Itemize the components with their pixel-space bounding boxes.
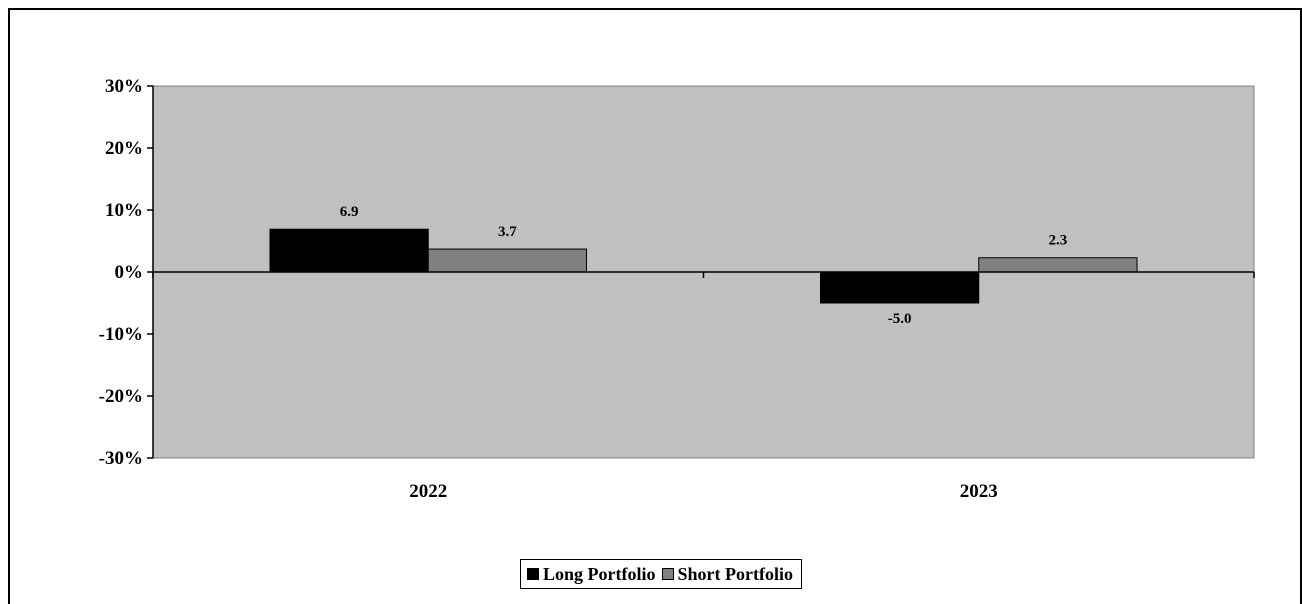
legend-item-long: Long Portfolio <box>527 564 656 585</box>
y-tick-label: 30% <box>105 76 143 97</box>
x-axis-ticks <box>152 272 1255 278</box>
bar-short-portfolio-2023 <box>978 257 1138 273</box>
x-category-label: 2022 <box>409 481 447 502</box>
y-tick-label: 0% <box>115 262 144 283</box>
bar-short-portfolio-2022 <box>427 248 588 273</box>
legend-label-short: Short Portfolio <box>677 563 793 584</box>
bar-long-portfolio-2023 <box>819 271 980 304</box>
y-tick-label: 10% <box>105 200 143 221</box>
x-category-label: 2023 <box>960 481 998 502</box>
legend-swatch-long <box>527 568 539 580</box>
y-tick-label: -20% <box>99 386 143 407</box>
data-labels-group: 6.9 3.7 -5.0 2.3 <box>340 204 1068 327</box>
y-tick-label: -30% <box>99 448 143 469</box>
x-axis-category-labels: 2022 2023 <box>409 481 998 502</box>
data-label: 2.3 <box>1049 233 1068 249</box>
legend: Long Portfolio Short Portfolio <box>520 559 802 589</box>
data-label: -5.0 <box>888 311 912 327</box>
y-tick-label: 20% <box>105 138 143 159</box>
legend-item-short: Short Portfolio <box>661 563 793 585</box>
legend-label-long: Long Portfolio <box>543 563 656 584</box>
legend-swatch-short <box>661 568 674 580</box>
data-label: 6.9 <box>340 204 359 220</box>
bar-long-portfolio-2022 <box>269 228 429 273</box>
y-tick-label: -10% <box>99 324 143 345</box>
y-axis-ticks: 30% 20% 10% 0% -10% -20% -30% <box>99 76 153 469</box>
data-label: 3.7 <box>498 224 517 240</box>
